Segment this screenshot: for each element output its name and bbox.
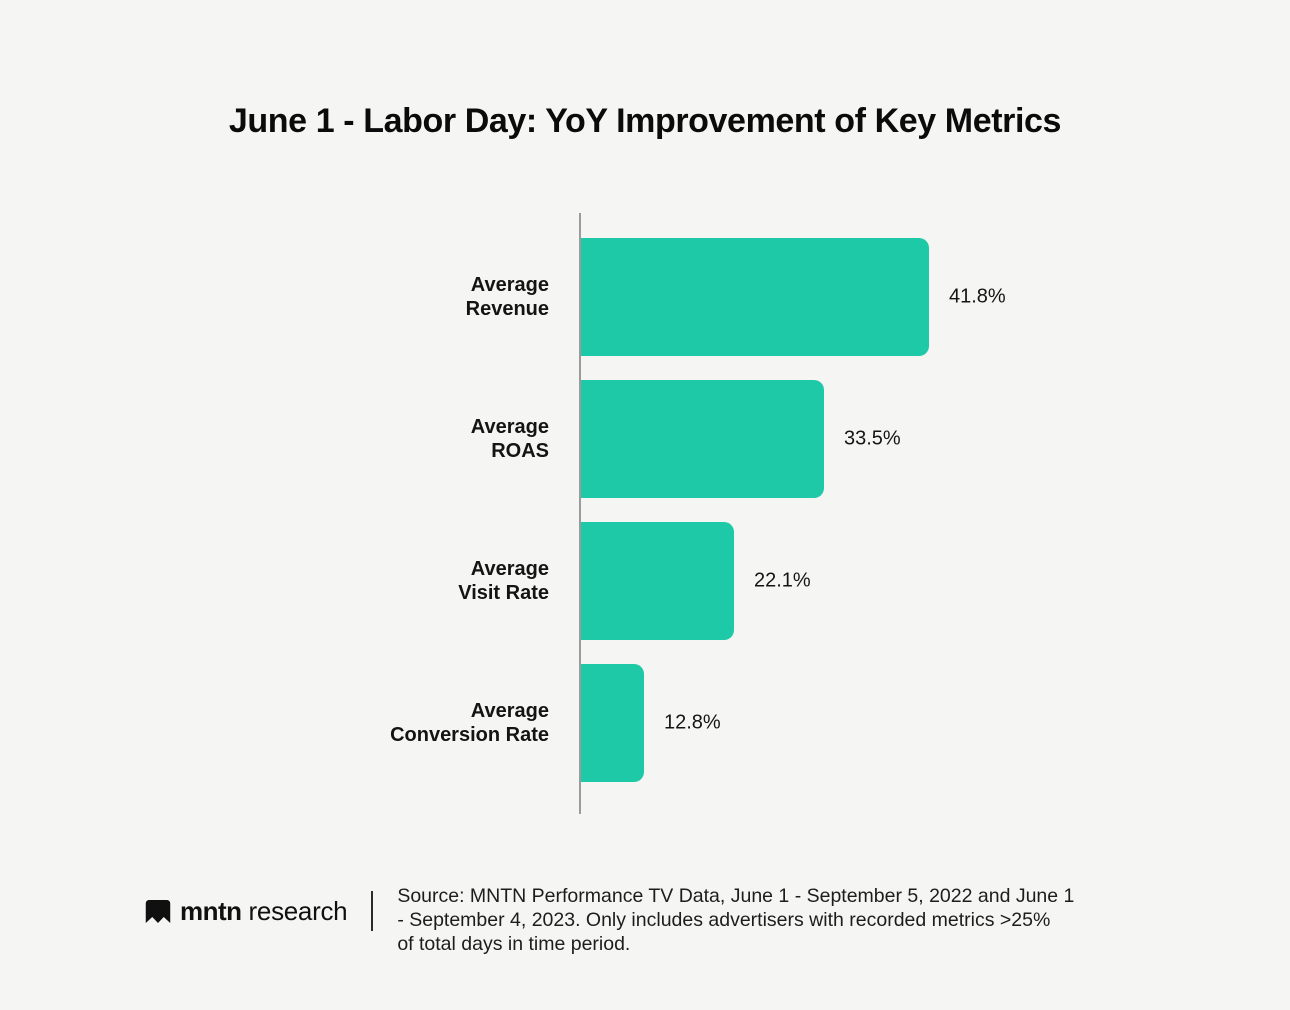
y-axis-line [579,213,581,814]
chart-title: June 1 - Labor Day: YoY Improvement of K… [228,102,1062,140]
footer-divider [371,891,374,931]
logo-text-research: research [248,896,348,926]
bar-chart: Average Revenue 41.8% Average ROAS 33.5%… [0,195,1290,820]
bar [581,238,929,356]
source-text: Source: MNTN Performance TV Data, June 1… [397,885,1075,955]
bar [581,522,734,640]
bar [581,664,644,782]
bar-row: Average Revenue 41.8% [0,238,1290,356]
bar-value-label: 41.8% [949,285,1006,308]
bar-category-label: Average Visit Rate [458,558,549,604]
bar-row: Average Conversion Rate 12.8% [0,664,1290,782]
bar-category-label: Average Conversion Rate [390,700,549,746]
logo-text-mntn: mntn [180,896,242,926]
bar [581,380,824,498]
bar-value-label: 12.8% [664,711,721,734]
mntn-m-logo-icon [145,900,171,923]
bar-category-label: Average Revenue [465,274,549,320]
bar-category-label: Average ROAS [470,416,549,462]
bar-rows: Average Revenue 41.8% Average ROAS 33.5%… [0,238,1290,806]
footer: mntn research Source: MNTN Performance T… [145,884,1139,956]
mntn-research-logo: mntn research [145,896,348,927]
bar-value-label: 33.5% [844,427,901,450]
bar-row: Average Visit Rate 22.1% [0,522,1290,640]
bar-value-label: 22.1% [754,569,811,592]
bar-row: Average ROAS 33.5% [0,380,1290,498]
